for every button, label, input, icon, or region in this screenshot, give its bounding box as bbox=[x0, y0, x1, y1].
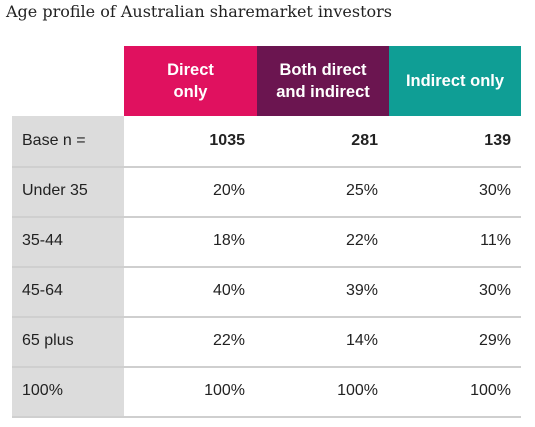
row-divider bbox=[12, 316, 521, 318]
row-divider bbox=[12, 216, 521, 218]
table-cell-total-100-col3: 100% bbox=[470, 382, 511, 399]
chart-title: Age profile of Australian sharemarket in… bbox=[6, 2, 392, 21]
table-cell-age-45-64-col2: 39% bbox=[345, 282, 378, 299]
table-cell-under-35-col3: 30% bbox=[478, 182, 511, 199]
row-label-base-n: Base n = bbox=[22, 132, 86, 149]
table-cell-age-35-44-col1: 18% bbox=[212, 232, 245, 249]
row-divider bbox=[12, 366, 521, 368]
table-cell-total-100-col1: 100% bbox=[204, 382, 245, 399]
header-both-line1: Both direct bbox=[279, 61, 367, 79]
header-both-line2: and indirect bbox=[276, 83, 370, 101]
header-direct-only-line1: Direct bbox=[167, 61, 214, 79]
table-cell-base-n-col1: 1035 bbox=[209, 132, 245, 149]
header-direct-only: Direct only bbox=[124, 46, 257, 116]
table-cell-age-65-plus-col2: 14% bbox=[345, 332, 378, 349]
table-cell-age-65-plus-col1: 22% bbox=[212, 332, 245, 349]
table-cell-age-35-44-col3: 11% bbox=[480, 232, 511, 249]
table-cell-under-35-col1: 20% bbox=[212, 182, 245, 199]
row-label-age-35-44: 35-44 bbox=[22, 232, 63, 249]
header-direct-only-line2: only bbox=[173, 83, 208, 101]
row-label-under-35: Under 35 bbox=[22, 182, 88, 199]
table-cell-age-45-64-col1: 40% bbox=[212, 282, 245, 299]
table-cell-base-n-col2: 281 bbox=[351, 132, 378, 149]
table-cell-under-35-col2: 25% bbox=[345, 182, 378, 199]
table-cell-base-n-col3: 139 bbox=[484, 132, 511, 149]
row-label-age-65-plus: 65 plus bbox=[22, 332, 74, 349]
row-divider bbox=[12, 166, 521, 168]
row-label-total-100: 100% bbox=[22, 382, 63, 399]
row-divider bbox=[12, 416, 521, 418]
header-indirect-only-label: Indirect only bbox=[405, 72, 505, 90]
table-cell-age-65-plus-col3: 29% bbox=[478, 332, 511, 349]
header-indirect-only: Indirect only bbox=[389, 46, 521, 116]
table-cell-total-100-col2: 100% bbox=[337, 382, 378, 399]
table-cell-age-35-44-col2: 22% bbox=[345, 232, 378, 249]
header-both-direct-and-indirect: Both direct and indirect bbox=[257, 46, 389, 116]
table-cell-age-45-64-col3: 30% bbox=[478, 282, 511, 299]
row-label-age-45-64: 45-64 bbox=[22, 282, 63, 299]
row-divider bbox=[12, 266, 521, 268]
